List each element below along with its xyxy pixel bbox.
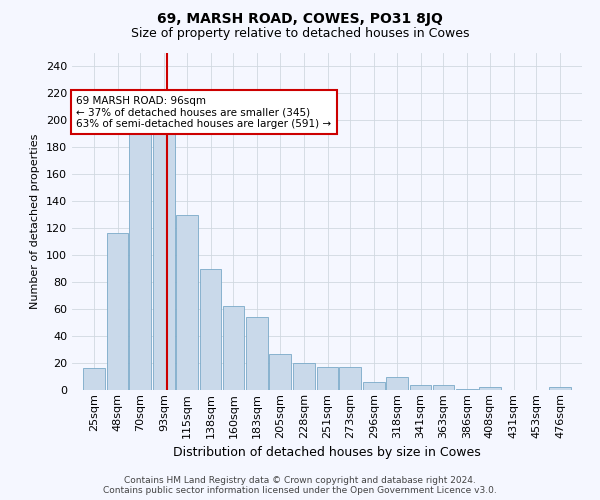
Bar (550, 388, 571, 390)
Bar (293, 363, 314, 390)
Bar (363, 382, 385, 390)
Text: 69 MARSH ROAD: 96sqm
← 37% of detached houses are smaller (345)
63% of semi-deta: 69 MARSH ROAD: 96sqm ← 37% of detached h… (76, 96, 331, 129)
Bar (340, 367, 361, 390)
Bar (153, 131, 175, 390)
Bar (410, 384, 431, 390)
Y-axis label: Number of detached properties: Number of detached properties (31, 134, 40, 309)
Bar (176, 214, 197, 390)
Text: 69, MARSH ROAD, COWES, PO31 8JQ: 69, MARSH ROAD, COWES, PO31 8JQ (157, 12, 443, 26)
Bar (386, 376, 407, 390)
Bar (433, 384, 454, 390)
X-axis label: Distribution of detached houses by size in Cowes: Distribution of detached houses by size … (173, 446, 481, 459)
Bar (107, 234, 128, 390)
Bar (269, 354, 291, 390)
Bar (317, 367, 338, 390)
Bar (247, 317, 268, 390)
Bar (83, 368, 104, 390)
Text: Size of property relative to detached houses in Cowes: Size of property relative to detached ho… (131, 28, 469, 40)
Text: Contains HM Land Registry data © Crown copyright and database right 2024.
Contai: Contains HM Land Registry data © Crown c… (103, 476, 497, 495)
Bar (223, 306, 244, 390)
Bar (130, 124, 151, 390)
Bar (457, 388, 478, 390)
Bar (479, 388, 501, 390)
Bar (200, 268, 221, 390)
